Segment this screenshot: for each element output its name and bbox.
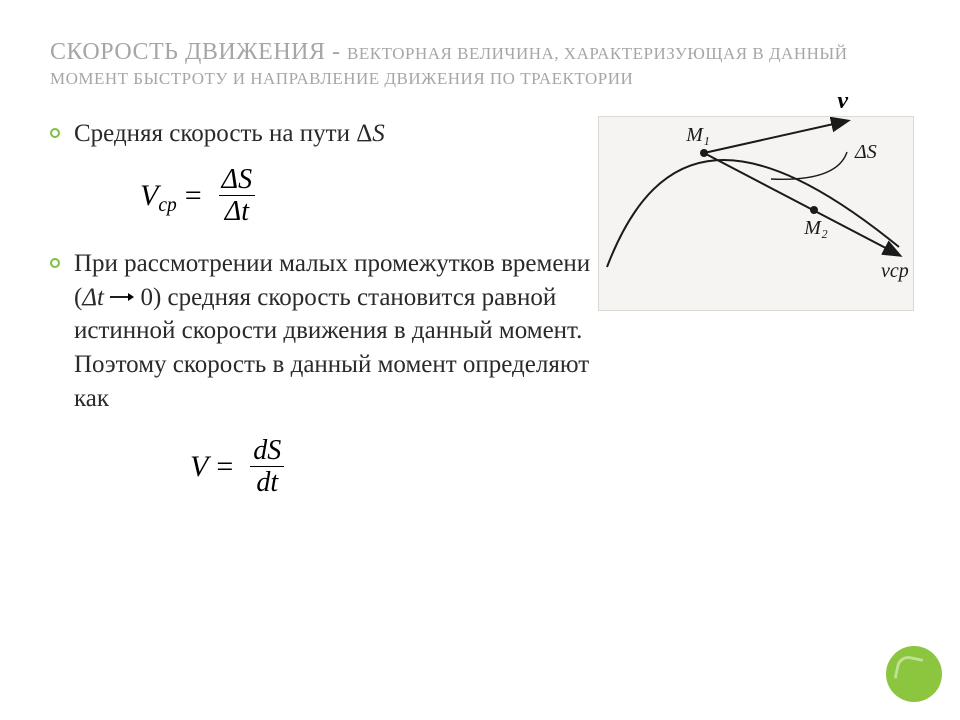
f1-lhs: Vср [140, 179, 177, 213]
bullet-marker [50, 128, 60, 138]
bullet-1-var: S [372, 120, 385, 147]
bullet-2-text: При рассмотрении малых промежутков време… [74, 247, 610, 416]
svg-text:M₁: M₁ [685, 124, 710, 146]
svg-text:M₂: M₂ [803, 217, 828, 239]
f1-eq: = [185, 179, 202, 213]
slide-title: СКОРОСТЬ ДВИЖЕНИЯ - ВЕКТОРНАЯ ВЕЛИЧИНА, … [50, 36, 910, 91]
f2-eq: = [216, 450, 233, 484]
trajectory-diagram: v M₁ M₂ ΔS vср [598, 88, 918, 318]
bullet-2: При рассмотрении малых промежутков време… [50, 247, 610, 416]
f2-frac: dS dt [247, 436, 287, 498]
diagram-canvas: M₁ M₂ ΔS vср [598, 116, 914, 311]
bullet-marker [50, 258, 60, 268]
title-strong: СКОРОСТЬ ДВИЖЕНИЯ - [50, 39, 347, 65]
v-label: v [837, 88, 848, 115]
bullet-1-prefix: Средняя скорость на пути Δ [74, 120, 372, 147]
f2-lhs: V [190, 450, 208, 484]
bullet-1-text: Средняя скорость на пути ΔS [74, 117, 385, 151]
svg-text:ΔS: ΔS [854, 141, 877, 163]
f1-frac: ΔS Δt [216, 165, 258, 227]
arrow-icon [110, 292, 134, 302]
formula-instant-speed: V = dS dt [190, 436, 910, 498]
svg-text:vср: vср [881, 260, 909, 282]
decoration-circle [886, 646, 942, 702]
